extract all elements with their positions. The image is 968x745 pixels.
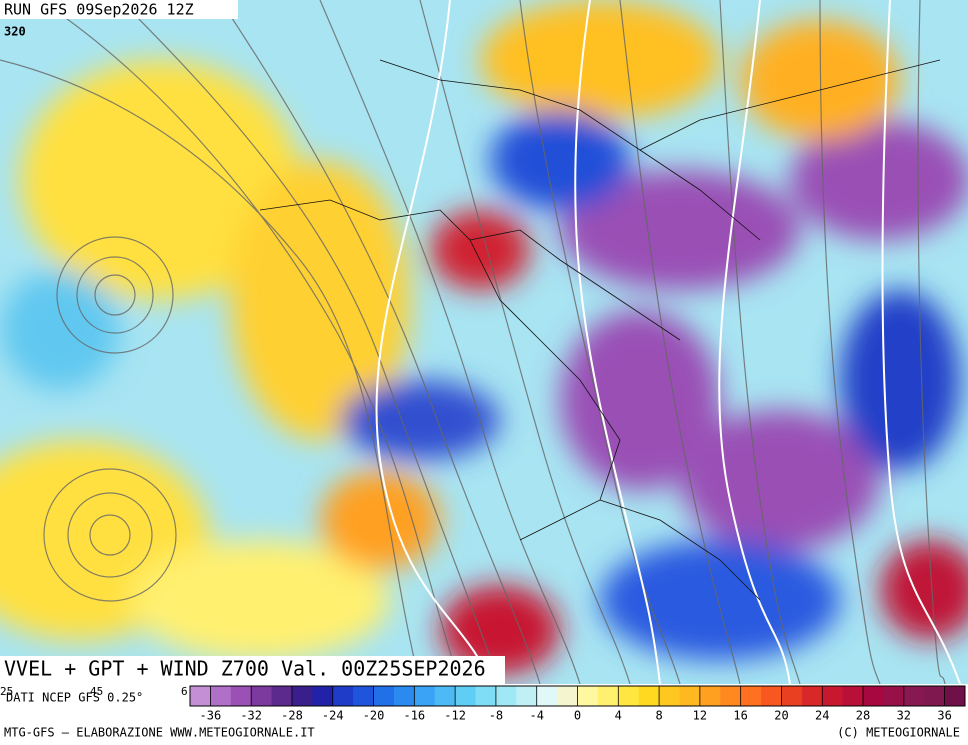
colorbar-swatch xyxy=(740,686,762,706)
colorbar-swatch xyxy=(659,686,680,706)
colorbar-swatch xyxy=(679,686,701,706)
colorbar-swatch xyxy=(638,686,660,706)
colorbar-swatch xyxy=(373,686,395,706)
colorbar-tick-label: 8 xyxy=(655,709,662,723)
source-label: DATI NCEP GFS 0.25° xyxy=(6,691,143,705)
colorbar-swatch xyxy=(332,686,354,706)
footer-left: MTG-GFS — ELABORAZIONE WWW.METEOGIORNALE… xyxy=(4,726,315,740)
field-map xyxy=(0,0,968,684)
colorbar-tick-label: -32 xyxy=(240,709,262,723)
colorbar-swatch xyxy=(863,686,884,706)
colorbar-swatch xyxy=(393,686,415,706)
colorbar: -36 -32 -28 -24 -20 -16 -12 -8 -4 0 4 8 12 16 20 24 28 32… xyxy=(189,685,966,723)
lon-label: 25 xyxy=(0,685,13,698)
borders xyxy=(259,59,941,601)
colorbar-tick-label: -28 xyxy=(281,709,303,723)
colorbar-tick-label: -20 xyxy=(363,709,385,723)
colorbar-swatch xyxy=(536,686,558,706)
colorbar-swatch xyxy=(618,686,640,706)
run-box xyxy=(0,0,238,19)
lon-label: 6 xyxy=(181,685,188,698)
colorbar-swatch xyxy=(414,686,436,706)
colorbar-swatch xyxy=(557,686,578,706)
streamlines xyxy=(0,0,946,684)
colorbar-tick-label: 36 xyxy=(937,709,951,723)
colorbar-tick-label: 16 xyxy=(733,709,747,723)
colorbar-tick-label: -36 xyxy=(200,709,222,723)
colorbar-swatch xyxy=(353,686,375,706)
colorbar-tick-label: -4 xyxy=(529,709,543,723)
colorbar-swatch xyxy=(434,686,456,706)
colorbar-swatch xyxy=(291,686,313,706)
colorbar-swatch xyxy=(271,686,293,706)
colorbar-swatch xyxy=(312,686,334,706)
lon-label: 45 xyxy=(90,685,103,698)
colorbar-tick-label: -12 xyxy=(444,709,466,723)
colorbar-tick-label: 32 xyxy=(897,709,911,723)
colorbar-swatch xyxy=(842,686,864,706)
colorbar-swatch xyxy=(822,686,844,706)
colorbar-tick-label: 28 xyxy=(856,709,870,723)
colorbar-swatch xyxy=(699,686,721,706)
colorbar-tick-label: 20 xyxy=(774,709,788,723)
isohypses xyxy=(375,0,961,684)
map-title: VVEL + GPT + WIND Z700 Val. 00Z25SEP2026 xyxy=(4,657,486,681)
level-label: 320 xyxy=(4,25,26,39)
colorbar-swatch xyxy=(495,686,517,706)
colorbar-swatch xyxy=(903,686,925,706)
colorbar-tick-label: -16 xyxy=(403,709,425,723)
colorbar-tick-label: 0 xyxy=(574,709,581,723)
colorbar-tick-label: 24 xyxy=(815,709,829,723)
colorbar-swatch xyxy=(944,686,966,706)
colorbar-swatch xyxy=(230,686,252,706)
footer-right: (C) METEOGIORNALE xyxy=(837,726,960,740)
colorbar-swatch xyxy=(883,686,905,706)
colorbar-swatch xyxy=(516,686,538,706)
colorbar-tick-label: -8 xyxy=(489,709,503,723)
title-box xyxy=(0,656,505,684)
colorbar-swatch xyxy=(801,686,823,706)
run-label: RUN GFS 09Sep2026 12Z xyxy=(4,1,194,19)
colorbar-swatch xyxy=(720,686,742,706)
colorbar-swatch xyxy=(597,686,619,706)
colorbar-swatch xyxy=(210,686,232,706)
colorbar-swatch xyxy=(475,686,497,706)
colorbar-swatch xyxy=(251,686,273,706)
colorbar-tick-label: 12 xyxy=(693,709,707,723)
colorbar-tick-label: -24 xyxy=(322,709,344,723)
colorbar-swatch xyxy=(190,686,211,706)
colorbar-swatch xyxy=(577,686,599,706)
colorbar-tick-label: 4 xyxy=(615,709,622,723)
colorbar-swatch xyxy=(455,686,477,706)
colorbar-swatch xyxy=(924,686,946,706)
colorbar-swatch xyxy=(761,686,782,706)
colorbar-swatch xyxy=(781,686,803,706)
